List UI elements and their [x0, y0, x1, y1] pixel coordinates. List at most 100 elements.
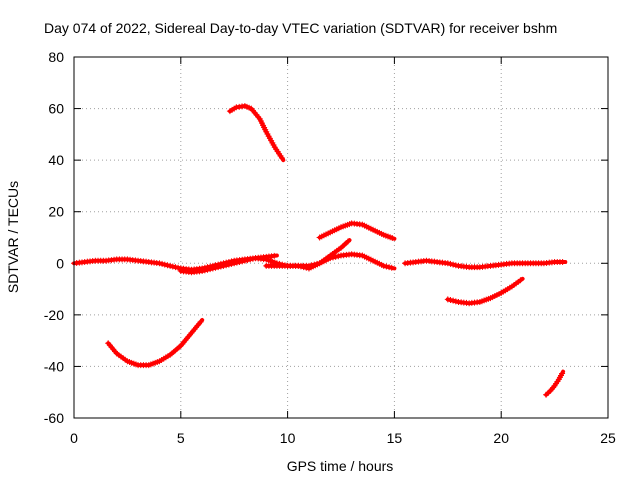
x-tick-label: 15	[387, 430, 403, 446]
data-point	[350, 252, 354, 256]
data-point	[254, 256, 258, 260]
data-point	[275, 254, 279, 258]
data-point	[446, 297, 450, 301]
data-point	[499, 263, 503, 267]
data-point	[197, 318, 204, 325]
x-tick-label: 20	[493, 430, 509, 446]
data-point	[147, 260, 151, 264]
data-point	[106, 341, 110, 345]
data-point	[168, 264, 172, 268]
data-point	[467, 301, 471, 305]
data-point	[243, 104, 247, 108]
data-point	[371, 228, 375, 232]
data-point	[467, 265, 471, 269]
data-point	[136, 363, 140, 367]
data-point	[489, 296, 493, 300]
data-point	[332, 253, 339, 260]
data-point	[348, 238, 352, 242]
data-point	[264, 264, 268, 268]
series-arc-9	[543, 369, 566, 398]
x-tick-label: 10	[280, 430, 296, 446]
x-tick-label: 25	[600, 430, 616, 446]
data-point	[414, 260, 418, 264]
data-point	[542, 261, 546, 265]
y-tick-label: -60	[44, 410, 64, 426]
data-point	[521, 261, 525, 265]
data-point	[510, 284, 514, 288]
data-point	[147, 363, 151, 367]
data-point	[296, 264, 300, 268]
y-tick-label: 40	[48, 152, 64, 168]
data-point	[225, 261, 232, 268]
data-point	[339, 254, 343, 258]
series-arc-8	[226, 102, 286, 163]
data-point	[157, 359, 161, 363]
series-arc-7	[105, 318, 205, 369]
data-point	[200, 269, 204, 273]
series-arc-6	[444, 276, 525, 307]
data-point	[228, 109, 232, 113]
y-tick-label: 20	[48, 204, 64, 220]
x-tick-label: 5	[177, 430, 185, 446]
data-point	[553, 260, 557, 264]
plot-series	[71, 102, 568, 398]
data-point	[450, 297, 457, 304]
data-point	[104, 259, 108, 263]
y-tick-label: 0	[56, 255, 64, 271]
data-point	[489, 264, 493, 268]
series-arc-5	[402, 257, 568, 271]
data-point	[318, 236, 322, 239]
data-point	[456, 300, 460, 304]
data-point	[300, 264, 307, 271]
data-point	[161, 261, 168, 268]
data-point	[136, 259, 140, 263]
data-point	[446, 261, 450, 265]
data-point	[510, 261, 514, 265]
data-point	[93, 259, 97, 263]
data-point	[125, 359, 129, 363]
data-point	[168, 353, 172, 357]
data-point	[179, 344, 183, 348]
y-tick-label: 80	[48, 49, 64, 65]
data-point	[222, 264, 226, 268]
data-point	[548, 389, 552, 393]
data-point	[243, 259, 247, 263]
data-point	[249, 107, 253, 111]
data-point	[125, 257, 129, 261]
x-axis-label: GPS time / hours	[287, 458, 394, 474]
data-point	[382, 264, 386, 268]
y-tick-label: -20	[44, 307, 64, 323]
data-point	[157, 261, 161, 265]
data-point	[344, 238, 351, 245]
data-point	[435, 260, 439, 264]
data-point	[382, 233, 386, 237]
data-point	[264, 257, 268, 261]
data-point	[557, 377, 561, 381]
data-point	[478, 265, 482, 269]
data-point	[350, 221, 354, 225]
data-point	[328, 254, 332, 258]
data-point	[189, 270, 193, 274]
data-point	[258, 117, 262, 121]
y-tick-label: -40	[44, 358, 64, 374]
data-point	[273, 145, 277, 149]
data-point	[499, 291, 503, 295]
data-point	[517, 277, 524, 284]
data-point	[531, 261, 535, 265]
data-point	[561, 370, 565, 374]
data-point	[172, 264, 179, 271]
data-point	[286, 264, 290, 268]
data-point	[189, 331, 193, 335]
y-axis-label: SDTVAR / TECUs	[5, 181, 21, 293]
data-point	[386, 264, 393, 271]
data-point	[339, 225, 343, 229]
data-point	[360, 254, 364, 258]
data-point	[339, 246, 343, 250]
data-point	[264, 130, 268, 134]
plot-frame	[73, 56, 609, 419]
data-point	[83, 260, 87, 264]
data-point	[234, 105, 238, 109]
data-point	[200, 318, 204, 322]
data-point	[360, 223, 364, 227]
data-point	[553, 384, 557, 388]
